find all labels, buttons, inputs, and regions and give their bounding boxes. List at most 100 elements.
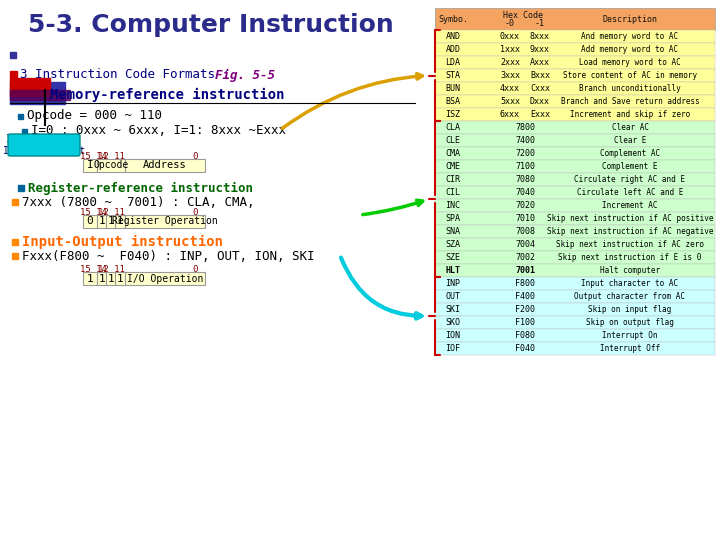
Text: Opcode: Opcode — [94, 160, 129, 171]
Text: 1: 1 — [99, 217, 105, 226]
Text: SKO: SKO — [446, 318, 461, 327]
Bar — [435, 212, 715, 225]
Bar — [83, 159, 97, 172]
Text: Address: Address — [143, 160, 187, 171]
Text: CIR: CIR — [446, 175, 461, 184]
Bar — [435, 303, 715, 316]
Text: 1: 1 — [117, 217, 123, 226]
Bar — [435, 147, 715, 160]
Bar — [22, 129, 27, 134]
Text: Increment AC: Increment AC — [602, 201, 658, 210]
Text: 12 11: 12 11 — [98, 265, 125, 274]
Text: 7200: 7200 — [515, 149, 535, 158]
Bar — [435, 134, 715, 147]
Text: CLE: CLE — [446, 136, 461, 145]
Text: Store content of AC in memory: Store content of AC in memory — [563, 71, 697, 80]
Text: BUN: BUN — [446, 84, 461, 93]
Text: Skip next instruction if AC positive: Skip next instruction if AC positive — [546, 214, 714, 223]
Text: Axxx: Axxx — [530, 58, 550, 67]
Bar — [435, 173, 715, 186]
Text: F800: F800 — [515, 279, 535, 288]
Bar — [97, 272, 107, 285]
Text: 7010: 7010 — [515, 214, 535, 223]
Bar — [435, 251, 715, 264]
Bar — [18, 185, 24, 191]
Text: Increment and skip if zero: Increment and skip if zero — [570, 110, 690, 119]
Text: Opcode = 000 ~ 110: Opcode = 000 ~ 110 — [27, 110, 162, 123]
Text: Clear AC: Clear AC — [611, 123, 649, 132]
Bar — [435, 329, 715, 342]
Bar — [10, 71, 17, 78]
Text: 5xxx: 5xxx — [500, 97, 520, 106]
Text: Exxx: Exxx — [530, 110, 550, 119]
Bar — [435, 121, 715, 134]
Text: 0: 0 — [192, 208, 198, 217]
Bar — [115, 272, 125, 285]
Text: Circulate left AC and E: Circulate left AC and E — [577, 188, 683, 197]
Text: 7002: 7002 — [515, 253, 535, 262]
Text: Description: Description — [603, 15, 657, 24]
Text: 1: 1 — [86, 273, 94, 284]
Bar — [18, 114, 23, 119]
Text: 0: 0 — [192, 265, 198, 274]
Text: Complement E: Complement E — [602, 162, 658, 171]
Text: F400: F400 — [515, 292, 535, 301]
Text: 4xxx: 4xxx — [500, 84, 520, 93]
Text: 7008: 7008 — [515, 227, 535, 236]
FancyBboxPatch shape — [8, 134, 80, 156]
Bar — [435, 316, 715, 329]
Text: Clear E: Clear E — [614, 136, 646, 145]
Text: F100: F100 — [515, 318, 535, 327]
Bar — [97, 159, 125, 172]
Text: 15 14: 15 14 — [80, 265, 107, 274]
Bar — [435, 56, 715, 69]
Text: INP: INP — [446, 279, 461, 288]
Bar — [435, 290, 715, 303]
Text: 0: 0 — [86, 217, 94, 226]
Bar — [435, 277, 715, 290]
Text: Bxxx: Bxxx — [530, 71, 550, 80]
Text: Fig. 5-5: Fig. 5-5 — [215, 69, 275, 82]
Text: 7xxx (7800 ~  7001) : CLA, CMA,: 7xxx (7800 ~ 7001) : CLA, CMA, — [22, 195, 254, 208]
Text: Dxxx: Dxxx — [530, 97, 550, 106]
Bar — [435, 69, 715, 82]
Text: HLT: HLT — [446, 266, 461, 275]
Text: ISZ: ISZ — [446, 110, 461, 119]
Text: Fxxx(F800 ~  F040) : INP, OUT, ION, SKI: Fxxx(F800 ~ F040) : INP, OUT, ION, SKI — [22, 249, 315, 262]
Text: INC: INC — [446, 201, 461, 210]
Text: Skip on output flag: Skip on output flag — [586, 318, 674, 327]
Text: 1xxx: 1xxx — [500, 45, 520, 54]
Bar — [83, 272, 97, 285]
Text: ION: ION — [446, 331, 461, 340]
Bar — [106, 215, 116, 228]
Text: Register-reference instruction: Register-reference instruction — [28, 181, 253, 194]
Text: 1: 1 — [107, 273, 114, 284]
Bar — [10, 90, 70, 100]
Text: IOF: IOF — [446, 344, 461, 353]
Text: Circulate right AC and E: Circulate right AC and E — [575, 175, 685, 184]
Bar — [435, 108, 715, 121]
Text: Skip next instruction if E is 0: Skip next instruction if E is 0 — [558, 253, 702, 262]
Text: 7400: 7400 — [515, 136, 535, 145]
Bar — [12, 239, 18, 245]
Text: Interrupt On: Interrupt On — [602, 331, 658, 340]
Text: 7800: 7800 — [515, 123, 535, 132]
Text: Interrupt Off: Interrupt Off — [600, 344, 660, 353]
Text: 1: 1 — [99, 273, 105, 284]
Bar — [12, 199, 18, 205]
Text: F080: F080 — [515, 331, 535, 340]
Bar — [435, 82, 715, 95]
Text: Skip next instruction if AC zero: Skip next instruction if AC zero — [556, 240, 704, 249]
Text: 1: 1 — [107, 217, 114, 226]
Bar — [435, 8, 715, 30]
Text: 7001: 7001 — [515, 266, 535, 275]
Text: 3xxx: 3xxx — [500, 71, 520, 80]
Text: 7004: 7004 — [515, 240, 535, 249]
Text: 3 Instruction Code Formats :: 3 Instruction Code Formats : — [20, 69, 238, 82]
Text: 7020: 7020 — [515, 201, 535, 210]
Text: SNA: SNA — [446, 227, 461, 236]
Text: I/O Operation: I/O Operation — [127, 273, 203, 284]
Text: I=0 : Direct,
I=1 : Indirect: I=0 : Direct, I=1 : Indirect — [3, 134, 85, 156]
Text: Hex Code: Hex Code — [503, 10, 543, 19]
Text: CME: CME — [446, 162, 461, 171]
